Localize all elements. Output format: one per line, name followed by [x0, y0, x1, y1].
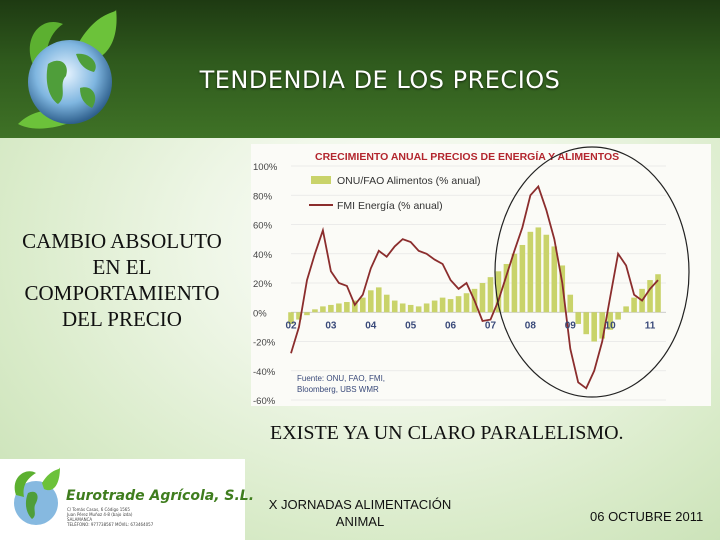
company-logo-box — [0, 459, 245, 540]
food-bar — [511, 253, 518, 313]
x-tick-label: 02 — [285, 320, 297, 331]
food-bar — [479, 283, 486, 313]
y-tick-label: -20% — [253, 338, 276, 349]
food-bars — [288, 227, 661, 342]
food-bar — [487, 277, 494, 313]
company-detail-line: Juan Pérez Muñoz 4-8 (bajo izda) — [67, 512, 133, 517]
food-bar — [375, 287, 382, 313]
food-bar — [344, 302, 350, 313]
food-bar — [391, 300, 398, 313]
food-bar — [503, 263, 510, 313]
source-line-2: Bloomberg, UBS WMR — [297, 385, 379, 394]
food-bar — [607, 312, 613, 330]
food-bar — [583, 312, 590, 335]
y-tick-label: 20% — [253, 279, 273, 290]
food-bar — [535, 227, 542, 313]
conclusion-text: EXISTE YA UN CLARO PARALELISMO. — [270, 422, 624, 444]
food-bar — [360, 297, 366, 313]
header-banner: TENDENDIA DE LOS PRECIOS — [0, 0, 720, 138]
food-bar — [399, 303, 406, 313]
food-bar — [320, 306, 326, 313]
x-tick-label: 08 — [525, 320, 537, 331]
earth-globe-icon — [18, 9, 117, 129]
energy-line — [290, 184, 659, 390]
food-bar — [567, 294, 574, 313]
food-bar — [415, 306, 422, 313]
food-bar — [383, 294, 390, 313]
food-bar — [328, 304, 334, 313]
energy-line-group — [290, 184, 659, 390]
event-name: X JORNADAS ALIMENTACIÓN ANIMAL — [255, 496, 465, 530]
legend-food-swatch — [311, 176, 331, 184]
legend-food-label: ONU/FAO Alimentos (% anual) — [337, 175, 481, 187]
x-tick-label: 04 — [365, 320, 377, 331]
left-caption: CAMBIO ABSOLUTO EN EL COMPORTAMIENTO DEL… — [4, 228, 240, 332]
page-title: TENDENDIA DE LOS PRECIOS — [199, 66, 561, 94]
price-growth-chart: 100% 80% 60% 40% 20% 0% -20% -40% -60% 02 03 04 05 0… — [251, 144, 711, 406]
company-name: Eurotrade Agrícola, S.L. — [66, 488, 255, 504]
event-date: 06 OCTUBRE 2011 — [590, 509, 704, 524]
company-globe-icon — [14, 467, 60, 525]
food-bar — [495, 271, 502, 313]
legend-energy-label: FMI Energía (% anual) — [337, 200, 443, 212]
food-bar — [463, 293, 470, 313]
company-detail-line: SALAMANCA — [67, 517, 93, 522]
food-bar — [591, 312, 597, 342]
food-bar — [352, 300, 358, 313]
company-detail-line: TELÉFONO: 977738567 MÓVIL: 673464057 — [67, 522, 154, 527]
food-bar — [367, 290, 374, 313]
food-bar — [551, 246, 558, 313]
food-bar — [623, 306, 629, 313]
caption-line: DEL PRECIO — [62, 307, 182, 331]
y-tick-label: -60% — [253, 396, 276, 406]
y-tick-label: 60% — [253, 221, 273, 232]
y-tick-label: 0% — [253, 308, 267, 319]
food-bar — [647, 280, 653, 313]
food-bar — [407, 304, 414, 313]
event-line: X JORNADAS ALIMENTACIÓN — [268, 497, 452, 512]
food-bar — [519, 244, 526, 313]
company-details: C/ Tomás Casas, 6 Código 1565 Juan Pérez… — [67, 507, 217, 527]
food-bar — [431, 300, 438, 313]
food-bar — [296, 312, 302, 320]
x-tick-label: 03 — [325, 320, 337, 331]
source-line-1: Fuente: ONU, FAO, FMI, — [297, 374, 385, 383]
caption-line: CAMBIO ABSOLUTO — [22, 229, 222, 253]
food-bar — [288, 312, 294, 324]
food-bar — [423, 303, 430, 313]
event-line: ANIMAL — [335, 514, 385, 529]
food-bar — [312, 309, 318, 313]
food-bar — [615, 312, 621, 320]
food-bar — [336, 303, 342, 313]
highlight-circle — [494, 146, 690, 398]
company-detail-line: C/ Tomás Casas, 6 Código 1565 — [67, 507, 130, 512]
food-bar — [631, 297, 637, 313]
food-bar — [439, 297, 446, 313]
x-axis-ticks: 02 03 04 05 06 07 08 09 10 11 — [285, 320, 655, 331]
y-tick-label: 40% — [253, 250, 273, 261]
x-tick-label: 11 — [645, 320, 656, 331]
chart-title: CRECIMIENTO ANUAL PRECIOS DE ENERGÍA Y A… — [315, 150, 619, 163]
x-tick-label: 05 — [405, 320, 417, 331]
y-tick-label: 100% — [253, 162, 278, 173]
food-bar — [575, 312, 582, 324]
y-tick-label: 80% — [253, 191, 273, 202]
food-bar — [543, 234, 550, 313]
caption-line: COMPORTAMIENTO — [24, 281, 220, 305]
food-bar — [527, 231, 534, 313]
caption-line: EN EL — [92, 255, 152, 279]
chart-canvas: 100%80%60%40%20%0%-20%-40%-60% 02 03 04 05 0… — [253, 146, 690, 406]
x-tick-label: 10 — [605, 320, 617, 331]
x-tick-label: 06 — [445, 320, 457, 331]
x-tick-label: 07 — [485, 320, 497, 331]
x-tick-label: 09 — [565, 320, 577, 331]
food-bar — [655, 274, 661, 313]
food-bar — [447, 299, 454, 313]
food-bar — [304, 312, 310, 316]
food-bar — [455, 296, 462, 313]
y-axis-ticks: 100% 80% 60% 40% 20% 0% -20% -40% -60% — [253, 162, 278, 406]
y-tick-label: -40% — [253, 367, 276, 378]
food-bar — [599, 312, 605, 339]
